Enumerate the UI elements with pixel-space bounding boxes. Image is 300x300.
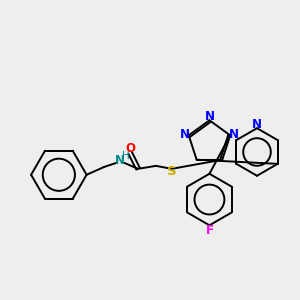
Text: N: N: [115, 154, 125, 167]
Text: N: N: [204, 110, 214, 123]
Text: N: N: [180, 128, 190, 141]
Text: F: F: [206, 224, 213, 237]
Text: S: S: [167, 165, 177, 178]
Text: H: H: [122, 151, 130, 161]
Text: N: N: [252, 118, 262, 131]
Text: N: N: [229, 128, 239, 141]
Text: O: O: [125, 142, 135, 154]
